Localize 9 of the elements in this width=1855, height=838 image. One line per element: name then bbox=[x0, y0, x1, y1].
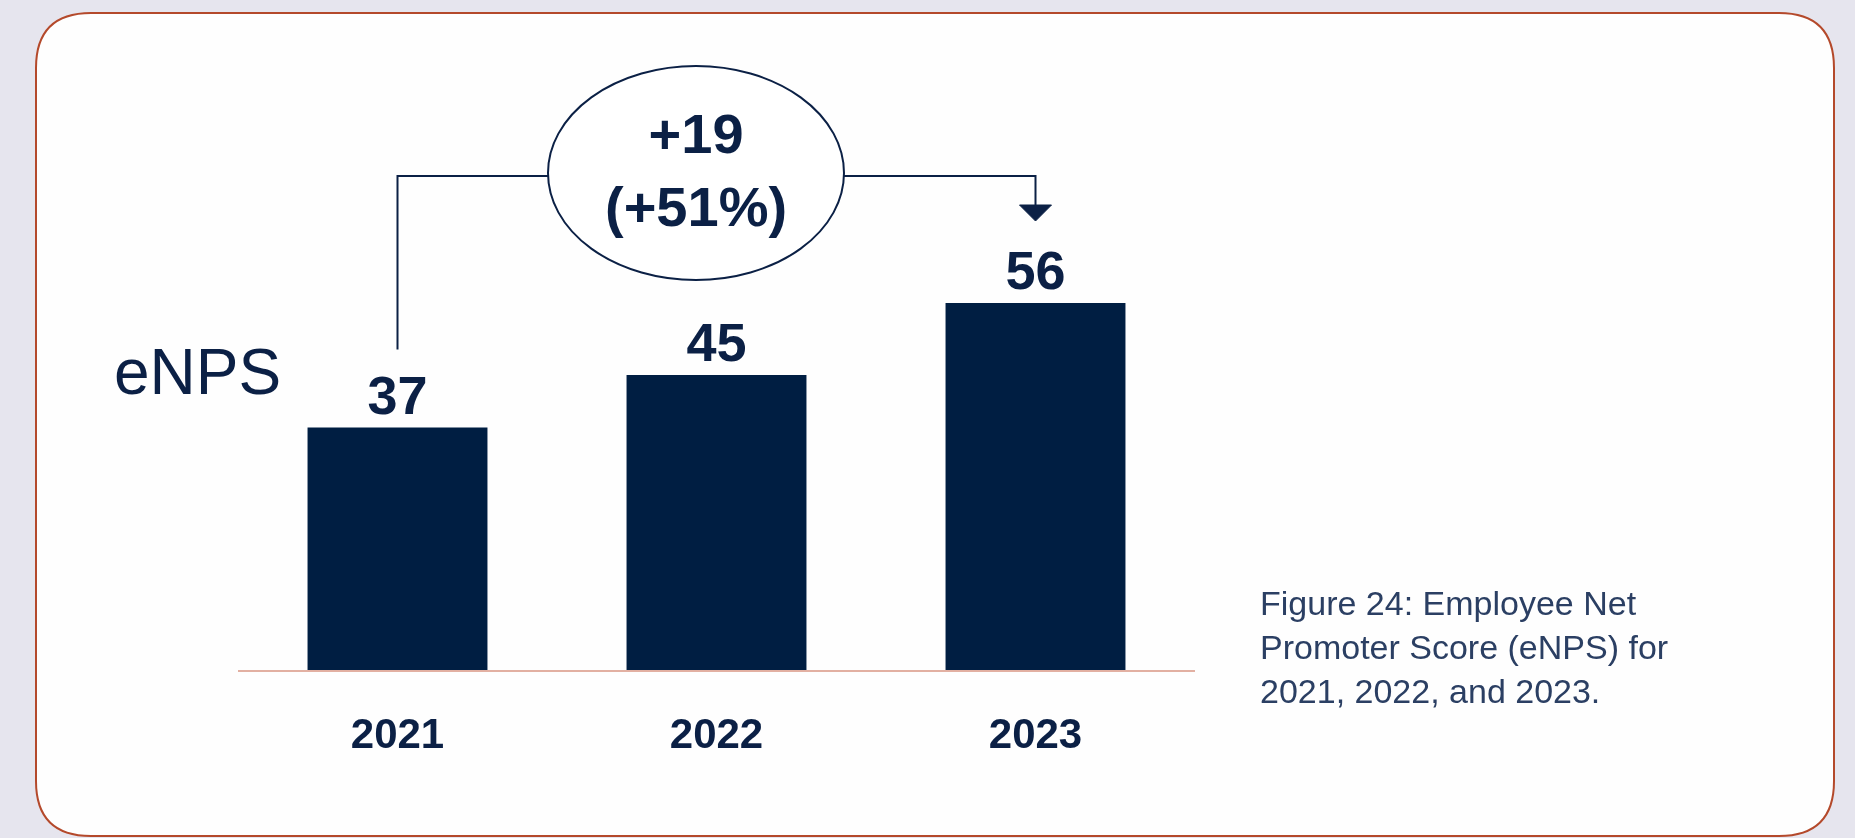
text: +19 (+51%) bbox=[605, 102, 788, 238]
caption: Figure 24: Employee Net Promoter Score (eNPS) for 2021, 2022, and 2023. bbox=[1260, 584, 1669, 711]
data-label: 45 bbox=[686, 312, 747, 373]
x-tick-label: 2022 bbox=[669, 710, 764, 758]
x-tick-label: 2021 bbox=[350, 710, 445, 758]
data-label: 56 bbox=[1005, 240, 1066, 300]
x-tick-label: 2023 bbox=[988, 710, 1083, 758]
y-axis-title: eNPS bbox=[114, 336, 282, 408]
data-label: 37 bbox=[367, 364, 428, 425]
